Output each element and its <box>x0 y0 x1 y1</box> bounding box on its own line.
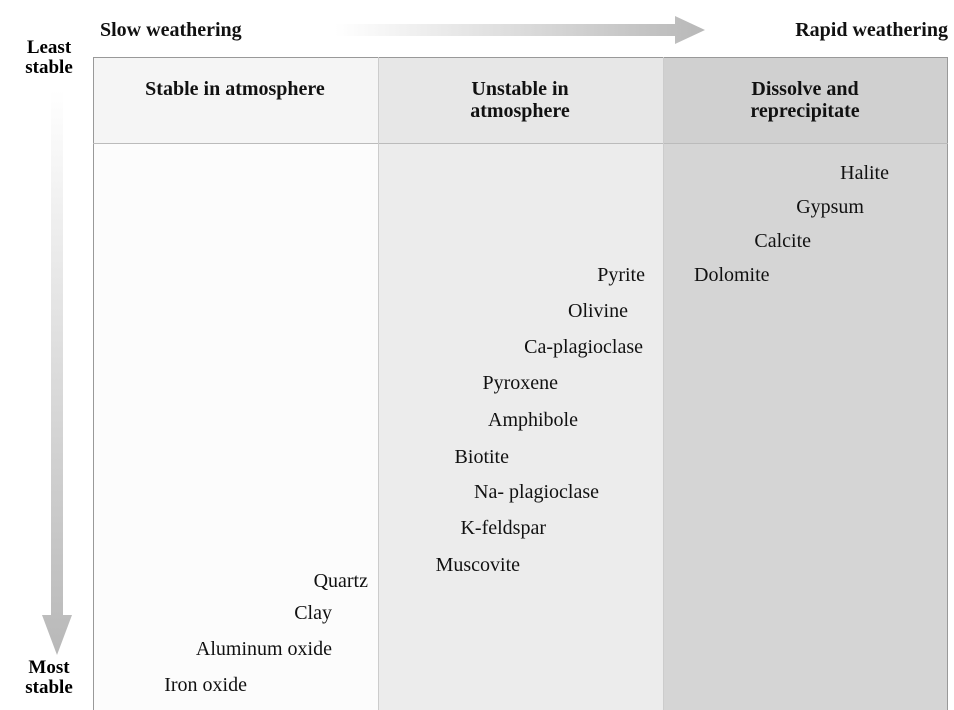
mineral: Amphibole <box>488 409 578 431</box>
column-bg <box>378 57 663 710</box>
table-border <box>93 57 948 710</box>
column-header-bg <box>378 57 663 143</box>
least-stable: Least stable <box>25 37 73 78</box>
column-title: Dissolve and reprecipitate <box>750 78 860 122</box>
column-bg <box>93 57 378 710</box>
stability-arrow <box>42 90 72 655</box>
mineral: Gypsum <box>796 196 864 218</box>
mineral: Olivine <box>568 300 628 322</box>
mineral: Pyroxene <box>482 372 558 394</box>
mineral: Calcite <box>754 230 811 252</box>
slow-label: Slow weathering <box>100 19 242 41</box>
mineral: Quartz <box>313 570 368 592</box>
column-title: Stable in atmosphere <box>145 78 325 100</box>
mineral: Dolomite <box>694 264 770 286</box>
mineral: K-feldspar <box>460 517 546 539</box>
column-bg <box>663 57 948 710</box>
column-header-bg <box>93 57 378 143</box>
rapid-label: Rapid weathering <box>795 19 948 41</box>
mineral: Ca-plagioclase <box>524 336 643 358</box>
most-stable: Most stable <box>25 657 73 698</box>
column-title: Unstable in atmosphere <box>470 78 570 122</box>
weathering-arrow <box>335 16 705 44</box>
mineral: Halite <box>840 162 889 184</box>
mineral: Aluminum oxide <box>195 638 332 660</box>
mineral: Clay <box>294 602 332 624</box>
mineral: Biotite <box>454 446 509 468</box>
column-header-bg <box>663 57 948 143</box>
mineral: Muscovite <box>435 554 520 576</box>
mineral: Pyrite <box>597 264 645 286</box>
mineral: Iron oxide <box>164 674 247 696</box>
mineral: Na- plagioclase <box>474 481 599 503</box>
